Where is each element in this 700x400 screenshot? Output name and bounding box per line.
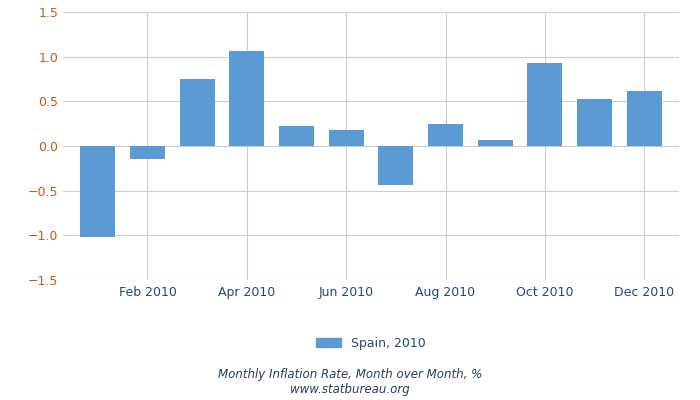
- Bar: [180, 79, 214, 146]
- Text: www.statbureau.org: www.statbureau.org: [290, 383, 410, 396]
- Bar: [379, 146, 413, 185]
- Bar: [230, 51, 264, 146]
- Bar: [329, 130, 363, 146]
- Bar: [80, 146, 116, 237]
- Bar: [279, 126, 314, 146]
- Legend: Spain, 2010: Spain, 2010: [311, 332, 431, 355]
- Bar: [130, 146, 164, 159]
- Bar: [528, 63, 562, 146]
- Bar: [626, 91, 662, 146]
- Bar: [478, 140, 512, 146]
- Text: Monthly Inflation Rate, Month over Month, %: Monthly Inflation Rate, Month over Month…: [218, 368, 482, 381]
- Bar: [578, 99, 612, 146]
- Bar: [428, 124, 463, 146]
